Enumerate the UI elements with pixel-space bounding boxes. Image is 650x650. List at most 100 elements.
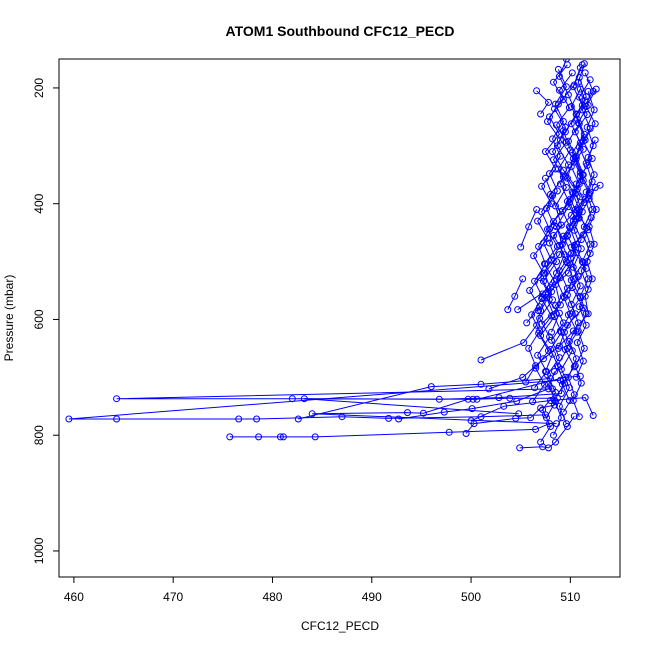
data-point (555, 130, 563, 138)
data-point (570, 412, 578, 420)
data-point (584, 310, 592, 318)
data-point (563, 321, 571, 329)
data-point (575, 413, 583, 421)
data-point (569, 397, 577, 404)
data-point (311, 433, 319, 441)
data-point (533, 321, 541, 329)
data-point (533, 87, 541, 95)
data-point (558, 207, 566, 215)
data-point (435, 395, 443, 403)
data-point (584, 101, 592, 109)
data-point (527, 414, 535, 422)
chart-title: ATOM1 Southbound CFC12_PECD (226, 23, 455, 39)
data-point (235, 415, 243, 423)
data-point (300, 395, 308, 403)
profile-line (525, 178, 554, 383)
data-point (563, 284, 571, 292)
data-point (404, 409, 411, 417)
data-point (555, 251, 563, 259)
data-point (445, 428, 453, 436)
data-point (544, 118, 551, 125)
data-point (530, 252, 538, 260)
data-point (468, 405, 476, 413)
data-point (555, 342, 563, 350)
data-point (582, 321, 590, 329)
data-point (550, 431, 557, 439)
profile-line (465, 404, 555, 434)
data-point (557, 328, 565, 336)
x-axis: 460 470 480 490 500 510 (64, 577, 581, 604)
data-point (576, 292, 584, 300)
data-point (557, 414, 565, 422)
x-tick-label: 470 (163, 590, 183, 604)
data-point (535, 243, 543, 250)
data-point (553, 187, 561, 195)
data-point (563, 423, 571, 430)
data-point (551, 401, 558, 409)
profile-line (520, 209, 538, 248)
data-point (583, 123, 591, 131)
data-point (469, 395, 477, 403)
profile-line (536, 90, 550, 115)
data-point (584, 153, 592, 161)
data-point (385, 414, 393, 422)
data-point (586, 250, 594, 257)
data-point (575, 303, 583, 311)
data-point (555, 241, 563, 249)
data-point (590, 240, 598, 248)
data-point (517, 243, 525, 251)
profile-line (229, 423, 550, 438)
x-tick-label: 500 (461, 590, 481, 604)
data-point (575, 120, 583, 128)
x-tick-label: 460 (64, 590, 84, 604)
data-point (562, 420, 570, 428)
data-point (528, 311, 536, 319)
data-point (588, 155, 596, 162)
data-point (552, 302, 559, 310)
data-point (575, 180, 583, 188)
data-point (540, 355, 547, 363)
data-point (506, 394, 514, 402)
profile-line (575, 91, 595, 378)
data-point (581, 136, 589, 144)
data-point (549, 135, 556, 143)
data-point (547, 346, 554, 353)
data-point (559, 127, 567, 135)
data-point (556, 301, 564, 309)
data-point (552, 398, 559, 406)
data-point (534, 351, 542, 359)
y-tick-label: 800 (32, 425, 46, 445)
data-point (477, 356, 485, 364)
profile-line (538, 69, 567, 312)
data-point (589, 412, 597, 419)
data-point (532, 425, 540, 433)
data-point (226, 433, 234, 441)
data-point (552, 100, 559, 108)
data-point (573, 339, 581, 347)
profile-line (561, 88, 597, 401)
data-point (546, 113, 553, 121)
data-point (419, 409, 427, 417)
data-point (464, 395, 472, 403)
data-point (546, 170, 553, 178)
data-point (547, 284, 554, 292)
data-point (544, 234, 551, 242)
y-tick-label: 1000 (32, 537, 46, 564)
data-point (440, 408, 448, 416)
data-point (554, 363, 562, 371)
data-point (560, 294, 568, 301)
data-point (571, 310, 579, 318)
data-point (395, 415, 403, 423)
data-point (563, 344, 571, 352)
data-point (580, 344, 588, 352)
data-point (592, 85, 600, 93)
data-point (584, 275, 592, 283)
data-point (560, 379, 568, 387)
data-point (572, 240, 580, 248)
data-point (427, 383, 435, 391)
data-point (514, 306, 522, 314)
data-point (567, 250, 575, 257)
data-point (525, 223, 533, 231)
data-point (495, 394, 503, 402)
